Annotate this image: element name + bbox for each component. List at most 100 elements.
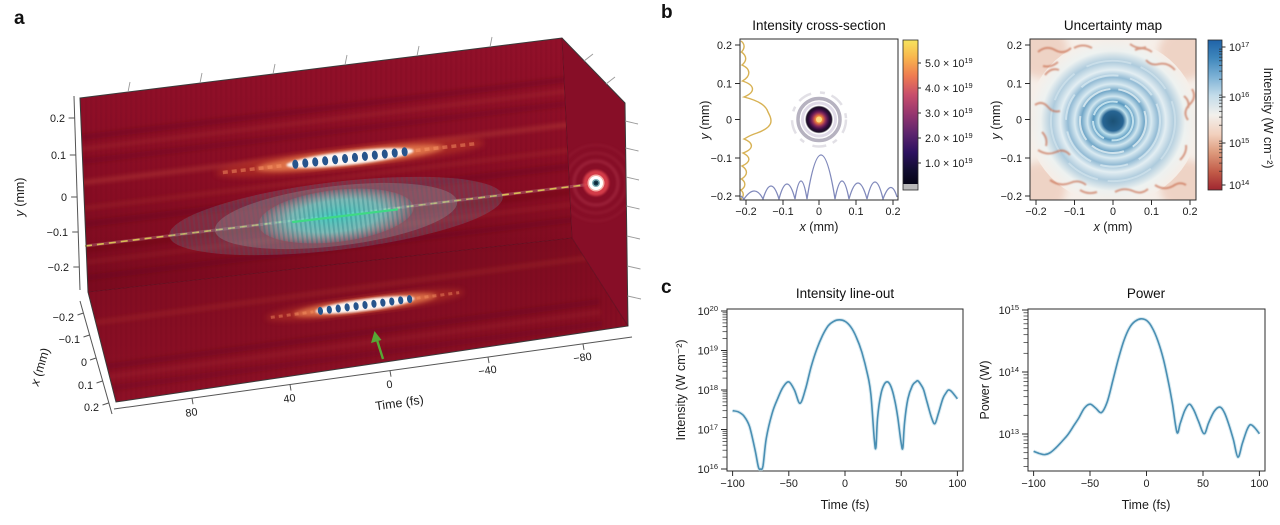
b1-x-tick: −0.1 xyxy=(772,206,793,218)
power-minor-ticks xyxy=(1023,312,1028,467)
ucbar-tick: 1017 xyxy=(1229,40,1249,54)
c1-x-tick: −50 xyxy=(780,478,798,490)
a-y-tick: −0.2 xyxy=(48,262,69,274)
c2-x-tick: −50 xyxy=(1081,478,1099,490)
bottom-face-stripes xyxy=(88,254,603,397)
c1-y-tick: 1019 xyxy=(698,344,718,358)
ucbar-tick: 1015 xyxy=(1229,136,1249,150)
cbar-tick: 3.0 × 1019 xyxy=(925,106,973,120)
lineout-minor-ticks xyxy=(722,312,727,458)
cross-section-plot: Intensity cross-section xyxy=(698,18,973,234)
a-y-axis: 0.2 0.1 0 −0.1 −0.2 y (mm) xyxy=(13,95,81,291)
lineout-plot: Intensity line-out 1020 1019 1018 1017 1… xyxy=(674,286,966,512)
panel-c-label: c xyxy=(661,277,672,298)
a-y-tick: 0.2 xyxy=(50,113,65,125)
lineout-title: Intensity line-out xyxy=(796,286,895,301)
b2-x-tick: −0.2 xyxy=(1025,206,1046,218)
volume-box-edges xyxy=(79,37,629,403)
lineout-major-ticks xyxy=(721,310,958,476)
c1-x-tick: 0 xyxy=(842,478,848,490)
ucbar-tick: 1016 xyxy=(1229,90,1249,104)
a-x-axis-label: x (mm) xyxy=(28,346,53,388)
a-x-tick: 0 xyxy=(81,357,87,369)
b1-x-tick: 0.2 xyxy=(885,206,900,218)
b2-y-tick: 0 xyxy=(1016,115,1022,127)
c1-y-tick: 1020 xyxy=(698,304,718,318)
uncertainty-colorbar: 1017 1016 1015 1014 Intensity (W cm⁻²) xyxy=(1207,39,1275,192)
b2-x-tick: 0.1 xyxy=(1144,206,1159,218)
c2-x-tick: 0 xyxy=(1143,478,1149,490)
uncertainty-title: Uncertainty map xyxy=(1064,18,1162,33)
b1-y-tick: 0.2 xyxy=(717,40,732,52)
c2-x-tick: 50 xyxy=(1197,478,1209,490)
panel-a-label: a xyxy=(14,8,25,29)
a-x-tick: −0.1 xyxy=(59,334,80,346)
b2-y-tick: −0.2 xyxy=(1001,191,1022,203)
a-x-tick: 0.1 xyxy=(78,380,93,392)
a-y-tick: 0.1 xyxy=(51,150,66,162)
cbar-tick: 2.0 × 1019 xyxy=(925,131,973,145)
a-y-axis-label: y (mm) xyxy=(13,178,27,218)
a-time-tick: 80 xyxy=(185,406,199,420)
power-title: Power xyxy=(1127,286,1166,301)
power-plot: Power 1015 1014 1013 −100 −50 0 50 100 P… xyxy=(978,286,1268,512)
b1-x-tick: −0.2 xyxy=(735,206,756,218)
a-time-axis-label: Time (fs) xyxy=(374,393,424,414)
uncertainty-colorbar-label: Intensity (W cm⁻²) xyxy=(1261,67,1275,168)
c1-x-tick: −100 xyxy=(720,478,744,490)
c2-x-tick: 100 xyxy=(1250,478,1268,490)
panel-b-label: b xyxy=(661,2,673,23)
a-time-axis: 80 40 0 −40 −80 Time (fs) xyxy=(113,336,633,420)
uncertainty-colorbar-minor-ticks xyxy=(1219,48,1223,172)
a-time-tick: 40 xyxy=(283,392,297,406)
a-time-tick: −40 xyxy=(478,364,498,378)
a-time-tick: −80 xyxy=(573,351,593,365)
c2-x-tick: −100 xyxy=(1021,478,1045,490)
uncertainty-filaments xyxy=(1034,43,1196,195)
cbar-tick: 5.0 × 1019 xyxy=(925,56,973,70)
c1-y-axis-label: Intensity (W cm⁻²) xyxy=(674,339,688,440)
cross-section-colorbar: 5.0 × 1019 4.0 × 1019 3.0 × 1019 2.0 × 1… xyxy=(902,39,973,191)
c1-y-tick: 1018 xyxy=(698,383,718,397)
a-y-tick: −0.1 xyxy=(47,227,68,239)
a-x-tick: 0.2 xyxy=(84,402,99,414)
b1-y-tick: 0.1 xyxy=(717,79,732,91)
b1-x-axis-label: x (mm) xyxy=(799,220,839,234)
c1-y-tick: 1016 xyxy=(698,462,718,476)
b2-x-tick: −0.1 xyxy=(1064,206,1085,218)
c2-x-axis-label: Time (fs) xyxy=(1122,498,1171,512)
b1-y-tick: 0 xyxy=(726,115,732,127)
y-profile-curve xyxy=(740,40,772,200)
green-arrow-annotation xyxy=(371,331,385,360)
b1-x-tick: 0 xyxy=(816,206,822,218)
b2-x-tick: 0.2 xyxy=(1182,206,1197,218)
b1-y-tick: −0.1 xyxy=(711,153,732,165)
c1-y-tick: 1017 xyxy=(698,423,718,437)
axis-green-segment xyxy=(291,208,399,224)
b1-y-axis-label: y (mm) xyxy=(698,101,712,141)
c2-y-tick: 1015 xyxy=(999,303,1019,317)
c1-x-axis-label: Time (fs) xyxy=(821,498,870,512)
panel-c: Intensity line-out 1020 1019 1018 1017 1… xyxy=(674,286,1268,512)
cross-section-title: Intensity cross-section xyxy=(752,18,886,33)
b2-x-tick: 0 xyxy=(1110,206,1116,218)
b2-y-tick: −0.1 xyxy=(1001,153,1022,165)
hidden-axis-ticks xyxy=(127,36,642,300)
cross-section-ticks xyxy=(735,44,894,205)
field-band-lower xyxy=(265,289,465,321)
ucbar-tick: 1014 xyxy=(1229,178,1249,192)
c2-y-tick: 1014 xyxy=(999,365,1019,379)
power-major-ticks xyxy=(1022,309,1260,476)
uncertainty-plot: Uncertainty map xyxy=(989,18,1275,234)
panel-a-3d-plot: 0.2 0.1 0 −0.1 −0.2 y (mm) −0.2 −0.1 0 0… xyxy=(13,36,642,420)
lineout-curve xyxy=(732,319,959,471)
c1-x-tick: 100 xyxy=(948,478,966,490)
cbar-tick: 1.0 × 1019 xyxy=(925,156,973,170)
c2-y-tick: 1013 xyxy=(999,427,1019,441)
x-profile-curve xyxy=(740,154,898,200)
b2-x-axis-label: x (mm) xyxy=(1093,220,1133,234)
field-band-upper xyxy=(215,139,485,177)
power-curve xyxy=(1033,317,1261,458)
b1-x-tick: 0.1 xyxy=(848,206,863,218)
